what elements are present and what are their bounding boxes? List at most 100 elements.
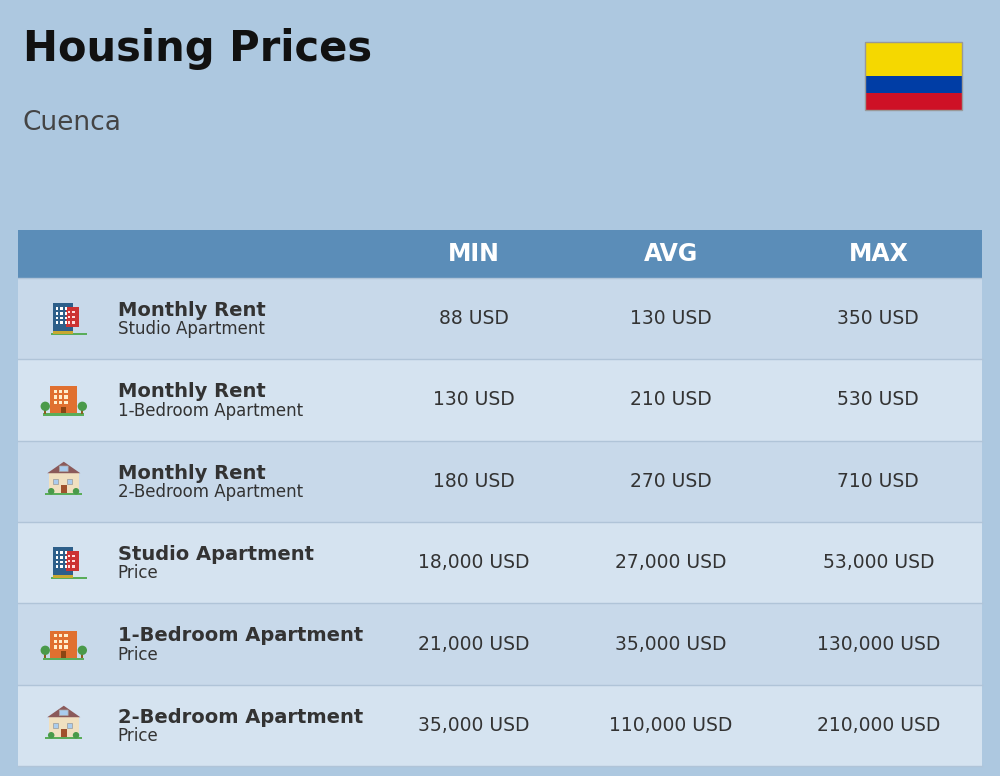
FancyBboxPatch shape <box>43 414 84 416</box>
FancyBboxPatch shape <box>64 401 68 404</box>
Circle shape <box>78 402 87 411</box>
Text: 88 USD: 88 USD <box>439 309 508 328</box>
FancyBboxPatch shape <box>61 407 66 414</box>
FancyBboxPatch shape <box>59 466 68 472</box>
Text: 350 USD: 350 USD <box>837 309 919 328</box>
Text: 210,000 USD: 210,000 USD <box>817 715 940 735</box>
FancyBboxPatch shape <box>59 639 62 643</box>
Polygon shape <box>47 705 80 717</box>
FancyBboxPatch shape <box>18 278 982 359</box>
FancyBboxPatch shape <box>51 333 87 335</box>
FancyBboxPatch shape <box>56 321 58 324</box>
FancyBboxPatch shape <box>68 560 70 563</box>
FancyBboxPatch shape <box>65 317 67 319</box>
FancyBboxPatch shape <box>56 551 58 554</box>
FancyBboxPatch shape <box>59 646 62 649</box>
Text: 530 USD: 530 USD <box>837 390 919 410</box>
FancyBboxPatch shape <box>68 311 70 314</box>
FancyBboxPatch shape <box>65 321 67 324</box>
FancyBboxPatch shape <box>72 555 75 557</box>
Text: Price: Price <box>118 646 158 663</box>
Text: 210 USD: 210 USD <box>630 390 712 410</box>
FancyBboxPatch shape <box>18 684 982 766</box>
FancyBboxPatch shape <box>53 479 58 484</box>
FancyBboxPatch shape <box>72 321 75 324</box>
Text: Housing Prices: Housing Prices <box>23 28 372 70</box>
Text: 21,000 USD: 21,000 USD <box>418 635 529 653</box>
FancyBboxPatch shape <box>72 565 75 567</box>
Text: 710 USD: 710 USD <box>837 472 919 491</box>
FancyBboxPatch shape <box>61 651 66 657</box>
FancyBboxPatch shape <box>68 321 70 324</box>
FancyBboxPatch shape <box>54 396 57 399</box>
FancyBboxPatch shape <box>64 396 68 399</box>
FancyBboxPatch shape <box>865 93 962 110</box>
FancyBboxPatch shape <box>65 312 67 314</box>
FancyBboxPatch shape <box>56 566 58 568</box>
Text: 2-Bedroom Apartment: 2-Bedroom Apartment <box>118 708 363 726</box>
FancyBboxPatch shape <box>68 316 70 318</box>
Text: MAX: MAX <box>848 242 908 266</box>
Text: 35,000 USD: 35,000 USD <box>615 635 727 653</box>
Text: Studio Apartment: Studio Apartment <box>118 545 314 564</box>
Circle shape <box>73 732 79 739</box>
FancyBboxPatch shape <box>60 551 63 554</box>
FancyBboxPatch shape <box>64 634 68 637</box>
Text: 130 USD: 130 USD <box>630 309 712 328</box>
FancyBboxPatch shape <box>65 307 67 310</box>
Circle shape <box>73 488 79 494</box>
FancyBboxPatch shape <box>56 307 58 310</box>
FancyBboxPatch shape <box>65 561 67 563</box>
FancyBboxPatch shape <box>64 639 68 643</box>
Text: 18,000 USD: 18,000 USD <box>418 553 529 572</box>
Text: AVG: AVG <box>644 242 698 266</box>
Text: MIN: MIN <box>448 242 499 266</box>
FancyBboxPatch shape <box>72 311 75 314</box>
FancyBboxPatch shape <box>61 729 67 737</box>
FancyBboxPatch shape <box>18 230 982 278</box>
Text: Price: Price <box>118 727 158 745</box>
FancyBboxPatch shape <box>60 566 63 568</box>
FancyBboxPatch shape <box>60 307 63 310</box>
FancyBboxPatch shape <box>53 331 73 334</box>
FancyBboxPatch shape <box>64 390 68 393</box>
FancyBboxPatch shape <box>49 473 79 493</box>
FancyBboxPatch shape <box>67 479 72 484</box>
Circle shape <box>48 488 54 494</box>
Text: Monthly Rent: Monthly Rent <box>118 464 265 483</box>
FancyBboxPatch shape <box>56 317 58 319</box>
FancyBboxPatch shape <box>54 401 57 404</box>
Text: 180 USD: 180 USD <box>433 472 514 491</box>
Text: Studio Apartment: Studio Apartment <box>118 320 264 338</box>
FancyBboxPatch shape <box>72 560 75 563</box>
Text: Monthly Rent: Monthly Rent <box>118 301 265 320</box>
FancyBboxPatch shape <box>865 42 962 76</box>
FancyBboxPatch shape <box>59 396 62 399</box>
FancyBboxPatch shape <box>64 646 68 649</box>
Text: 110,000 USD: 110,000 USD <box>609 715 733 735</box>
Text: Cuenca: Cuenca <box>23 110 122 136</box>
FancyBboxPatch shape <box>81 654 83 658</box>
Text: 1-Bedroom Apartment: 1-Bedroom Apartment <box>118 401 303 420</box>
FancyBboxPatch shape <box>60 556 63 559</box>
FancyBboxPatch shape <box>72 316 75 318</box>
FancyBboxPatch shape <box>51 577 87 580</box>
Text: Monthly Rent: Monthly Rent <box>118 383 265 401</box>
FancyBboxPatch shape <box>60 312 63 314</box>
FancyBboxPatch shape <box>60 561 63 563</box>
FancyBboxPatch shape <box>18 603 982 684</box>
Circle shape <box>41 402 50 411</box>
FancyBboxPatch shape <box>59 710 68 715</box>
FancyBboxPatch shape <box>56 561 58 563</box>
FancyBboxPatch shape <box>50 630 77 657</box>
FancyBboxPatch shape <box>44 654 46 658</box>
FancyBboxPatch shape <box>68 565 70 567</box>
FancyBboxPatch shape <box>66 307 79 327</box>
FancyBboxPatch shape <box>18 441 982 522</box>
FancyBboxPatch shape <box>65 566 67 568</box>
Text: 35,000 USD: 35,000 USD <box>418 715 529 735</box>
FancyBboxPatch shape <box>18 359 982 441</box>
FancyBboxPatch shape <box>60 317 63 319</box>
Text: 53,000 USD: 53,000 USD <box>823 553 934 572</box>
FancyBboxPatch shape <box>43 657 84 660</box>
